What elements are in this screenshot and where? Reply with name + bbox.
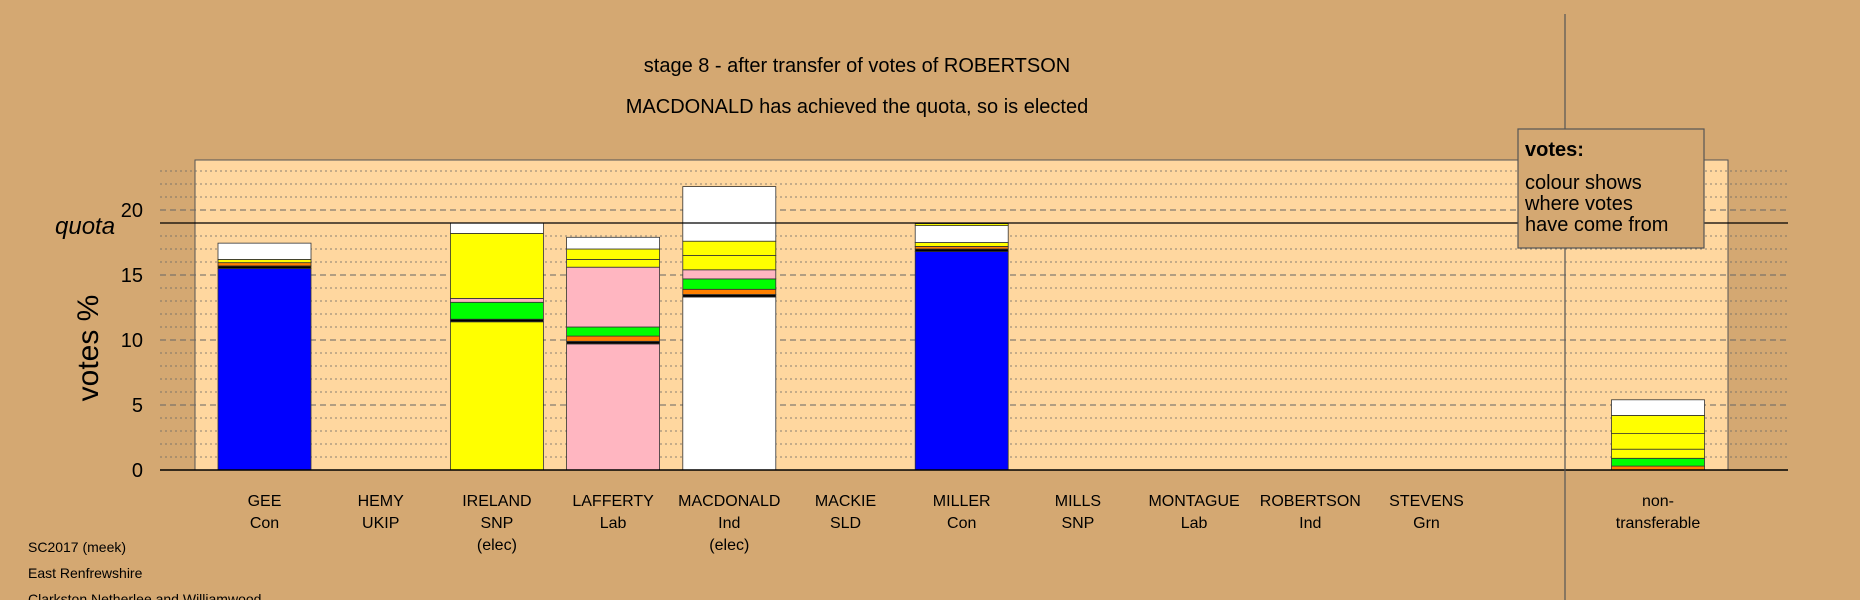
candidate-name: ROBERTSON [1260,493,1361,510]
y-tick-label: 0 [132,460,143,482]
bar-segment [566,248,660,260]
footer: SC2017 (meek) East Renfrewshire Clarksto… [28,539,261,600]
candidate-party: Con [947,515,976,532]
bar-segment [1611,399,1705,416]
legend-line: colour shows [1525,172,1642,194]
footer-line: SC2017 (meek) [28,539,126,555]
bar-segment [566,326,660,337]
legend-line: have come from [1525,214,1668,236]
footer-line: Clarkston Netherlee and Williamwood [28,591,261,600]
candidate-labels: GEE Con HEMY UKIP IRELAND SNP (elec) LAFFERTY La… [248,493,1701,554]
candidate-party: Grn [1413,515,1440,532]
nontransferable-label: transferable [1616,515,1701,532]
bar-segment [914,225,1009,243]
candidate-name: IRELAND [462,493,531,510]
candidate-status: (elec) [477,537,517,554]
bar-gee [217,242,312,471]
bar-segment [566,236,660,250]
bar-segment [217,242,312,260]
candidate-party: Con [250,515,279,532]
bar-segment [566,335,660,342]
bar-segment [217,258,312,264]
bar-segment [682,240,777,256]
y-tick-label: 20 [121,200,143,222]
bar-segment [449,321,544,471]
candidate-party: SNP [1061,515,1094,532]
bar-lafferty [566,236,660,471]
candidate-party: SNP [480,515,513,532]
candidate-name: MILLER [933,493,991,510]
bar-segment [217,268,312,471]
y-axis: 0 5 10 15 20 quota [55,200,1788,482]
legend-box: votes: colour shows where votes have com… [1517,128,1705,249]
bar-segment [682,255,777,271]
candidate-party: Ind [718,515,740,532]
bar-segment [1611,414,1705,434]
candidate-party: Lab [600,515,627,532]
bar-segment [566,258,660,268]
footer-line: East Renfrewshire [28,565,143,581]
bar-segment [682,278,777,290]
bar-segment [682,288,777,295]
bar-miller [914,223,1009,471]
candidate-status: (elec) [709,537,749,554]
bar-segment [682,296,777,471]
chart-title: stage 8 - after transfer of votes of ROB… [644,55,1070,77]
y-tick-label: 15 [121,265,143,287]
candidate-name: MACKIE [815,493,876,510]
bar-segment [449,301,544,320]
bar-segment [682,269,777,280]
y-tick-label: 10 [121,330,143,352]
candidate-name: MONTAGUE [1148,493,1239,510]
bar-segment [566,266,660,328]
bar-segment [1611,448,1705,459]
candidate-name: HEMY [358,493,405,510]
chart-subtitle: MACDONALD has achieved the quota, so is … [626,96,1088,118]
candidate-name: GEE [248,493,282,510]
bar-segment [914,223,1009,226]
bar-segment [449,297,544,303]
candidate-name: MILLS [1055,493,1101,510]
bar-segment [914,251,1009,471]
bar-segment [449,222,544,234]
nontransferable-label: non- [1642,493,1674,510]
candidate-party: UKIP [362,515,399,532]
bar-segment [566,343,660,471]
candidate-name: MACDONALD [678,493,780,510]
candidate-party: SLD [830,515,861,532]
bar-segment [449,232,544,299]
legend-title: votes: [1525,139,1584,161]
bar-segment [682,186,777,242]
legend-line: where votes [1524,193,1633,215]
candidate-party: Ind [1299,515,1321,532]
quota-label: quota [55,213,115,240]
candidate-party: Lab [1181,515,1208,532]
bar-macdonald [682,186,777,471]
bar-nontransferable [1611,399,1705,471]
bar-segment [1611,433,1705,450]
bar-group [217,186,1705,471]
candidate-name: STEVENS [1389,493,1464,510]
candidate-name: LAFFERTY [572,493,654,510]
y-axis-label: votes % [72,295,105,402]
bar-segment [217,262,312,267]
bar-segment [914,242,1009,247]
y-tick-label: 5 [132,395,143,417]
bar-ireland [449,222,544,471]
bar-segment [1611,457,1705,467]
